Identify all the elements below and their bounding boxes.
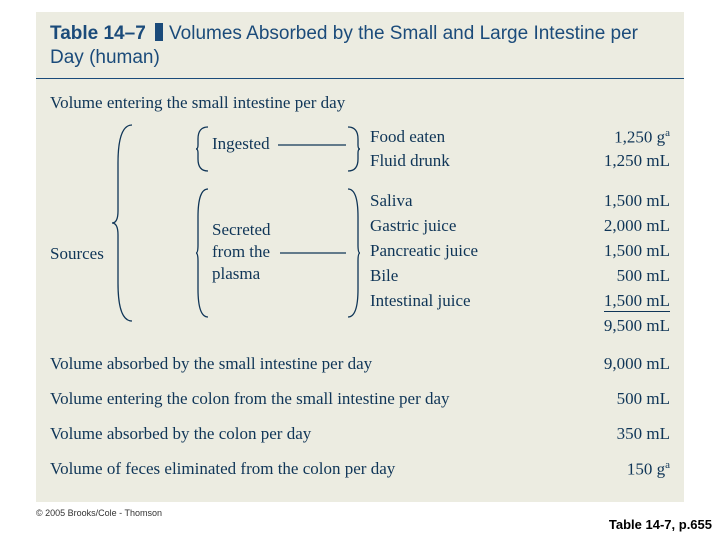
connector-secreted [280, 251, 346, 255]
copyright-text: © 2005 Brooks/Cole - Thomson [36, 508, 162, 518]
item-pancreatic-value: 1,500 mL [604, 241, 670, 261]
heading-text: Volume entering the small intestine per … [50, 93, 345, 113]
row-absorbed-small: Volume absorbed by the small intestine p… [50, 354, 670, 374]
page-reference: Table 14-7, p.655 [609, 517, 712, 532]
item-food-label: Food eaten [370, 127, 445, 147]
item-fluid-value: 1,250 mL [604, 151, 670, 171]
ingested-label: Ingested [212, 134, 270, 154]
table-title: Table 14–7 Volumes Absorbed by the Small… [36, 12, 684, 78]
row-feces: Volume of feces eliminated from the colo… [50, 459, 670, 480]
table-panel: Table 14–7 Volumes Absorbed by the Small… [36, 12, 684, 502]
item-intestinal-label: Intestinal juice [370, 291, 471, 311]
item-saliva-value: 1,500 mL [604, 191, 670, 211]
item-bile-value: 500 mL [617, 266, 670, 286]
brace-secreted-left [196, 187, 210, 319]
item-saliva-label: Saliva [370, 191, 413, 211]
item-fluid-label: Fluid drunk [370, 151, 450, 171]
brace-sources [112, 123, 138, 323]
row-absorbed-colon: Volume absorbed by the colon per day 350… [50, 424, 670, 444]
brace-ingested-right [348, 125, 362, 173]
sources-label: Sources [50, 244, 104, 264]
item-pancreatic-label: Pancreatic juice [370, 241, 478, 261]
item-food-value: 1,250 ga [614, 127, 670, 148]
item-intestinal-value: 1,500 mL [604, 291, 670, 311]
connector-ingested [278, 143, 346, 147]
brace-ingested-left [196, 125, 210, 173]
item-bile-label: Bile [370, 266, 398, 286]
item-gastric-value: 2,000 mL [604, 216, 670, 236]
item-subtotal-value: 9,500 mL [604, 316, 670, 336]
table-content: Volume entering the small intestine per … [36, 79, 684, 499]
brace-secreted-right [348, 187, 362, 319]
row-to-colon: Volume entering the colon from the small… [50, 389, 670, 409]
item-gastric-label: Gastric juice [370, 216, 456, 236]
heading-entering-small-intestine: Volume entering the small intestine per … [50, 93, 670, 113]
table-number: Table 14–7 [50, 23, 146, 44]
secreted-label: Secreted from the plasma [212, 219, 271, 285]
title-separator-bar [155, 23, 163, 41]
